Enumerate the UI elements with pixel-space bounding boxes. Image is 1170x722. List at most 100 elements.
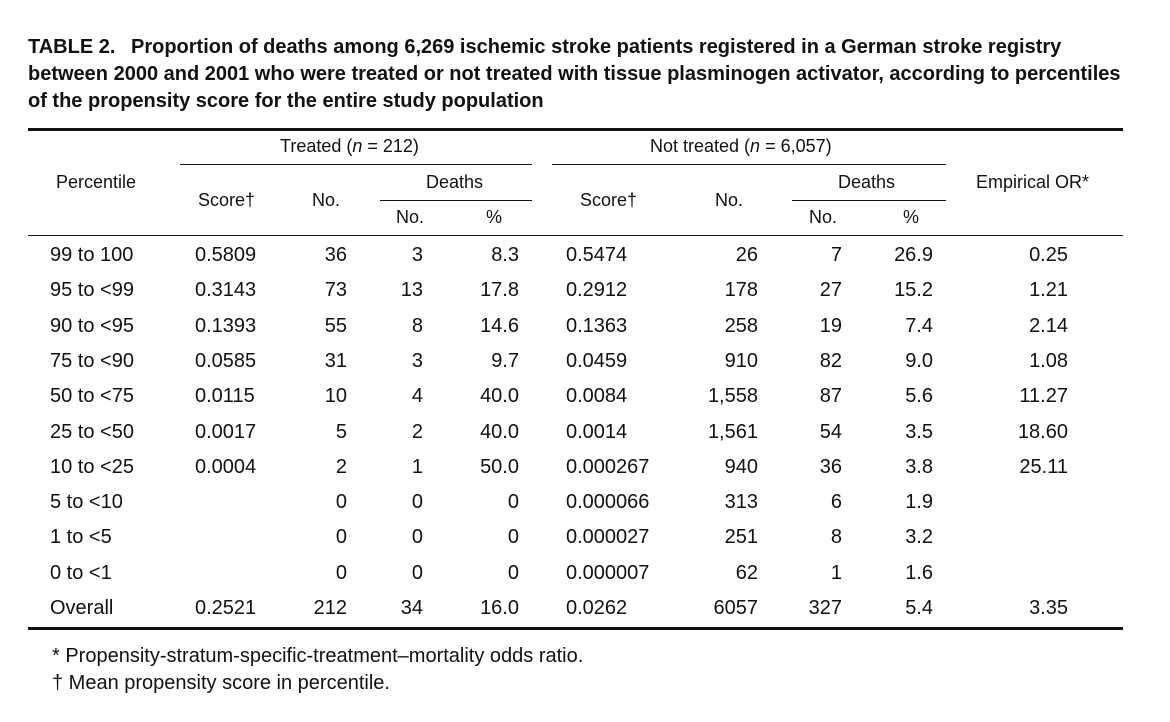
not-treated-deaths-no-cell: 6 bbox=[830, 491, 842, 514]
treated-deaths-pct-cell: 50.0 bbox=[480, 455, 519, 478]
treated-no-cell: 5 bbox=[335, 420, 347, 443]
treated-deaths-no-cell: 8 bbox=[411, 314, 423, 337]
not-treated-deaths-no-cell: 82 bbox=[819, 349, 842, 372]
treated-deaths-no-cell: 34 bbox=[400, 597, 423, 619]
treated-no-cell: 212 bbox=[313, 597, 347, 619]
treated-deaths-pct-cell: 40.0 bbox=[480, 420, 519, 443]
percentile-cell: 95 to <99 bbox=[50, 279, 134, 302]
not-treated-deaths-no-cell: 1 bbox=[830, 561, 842, 584]
table-label: TABLE 2. bbox=[28, 36, 116, 58]
empirical-or-cell: 0.25 bbox=[1029, 244, 1068, 266]
not-treated-deaths-pct-cell: 3.8 bbox=[905, 455, 933, 478]
not-treated-group-rule bbox=[552, 164, 946, 165]
header-treated-score: Score† bbox=[198, 190, 256, 210]
header-treated-deaths-pct: % bbox=[486, 207, 503, 227]
empirical-or-cell: 11.27 bbox=[1019, 385, 1068, 408]
treated-no-cell: 31 bbox=[324, 349, 347, 372]
not-treated-score-cell: 0.000007 bbox=[566, 561, 650, 584]
not-treated-deaths-no-cell: 54 bbox=[819, 420, 842, 443]
treated-score-cell: 0.0115 bbox=[195, 385, 255, 408]
header-not-treated: Not treated (n = 6,057) bbox=[650, 136, 832, 156]
treated-no-cell: 36 bbox=[324, 244, 347, 266]
treated-no-cell: 55 bbox=[324, 314, 347, 337]
treated-score-cell: 0.0004 bbox=[195, 455, 257, 478]
treated-score-cell: 0.1393 bbox=[195, 314, 257, 337]
treated-deaths-no-cell: 0 bbox=[411, 561, 423, 584]
not-treated-score-cell: 0.000027 bbox=[566, 526, 650, 549]
not-treated-no-cell: 26 bbox=[735, 244, 758, 266]
treated-score-cell: 0.3143 bbox=[195, 279, 257, 302]
not-treated-score-cell: 0.0084 bbox=[566, 385, 628, 408]
header-empirical-or: Empirical OR* bbox=[976, 172, 1090, 192]
percentile-cell: 75 to <90 bbox=[50, 349, 134, 372]
treated-deaths-no-cell: 3 bbox=[411, 244, 423, 266]
not-treated-deaths-pct-cell: 7.4 bbox=[905, 314, 933, 337]
treated-deaths-rule bbox=[380, 200, 532, 201]
not-treated-no-cell: 6057 bbox=[713, 597, 759, 619]
percentile-cell: 5 to <10 bbox=[50, 491, 123, 514]
not-treated-score-cell: 0.000267 bbox=[566, 455, 650, 478]
percentile-cell: 10 to <25 bbox=[50, 455, 134, 478]
not-treated-no-cell: 178 bbox=[724, 279, 758, 302]
empirical-or-cell: 25.11 bbox=[1019, 455, 1068, 478]
not-treated-deaths-pct-cell: 5.6 bbox=[905, 385, 933, 408]
treated-deaths-pct-cell: 0 bbox=[507, 561, 519, 584]
not-treated-no-cell: 313 bbox=[724, 491, 758, 514]
treated-deaths-pct-cell: 9.7 bbox=[491, 349, 519, 372]
percentile-cell: 99 to 100 bbox=[50, 244, 134, 266]
not-treated-deaths-pct-cell: 3.2 bbox=[905, 526, 933, 549]
not-treated-deaths-no-cell: 19 bbox=[819, 314, 842, 337]
header-treated-no: No. bbox=[312, 190, 341, 210]
not-treated-deaths-pct-cell: 3.5 bbox=[905, 420, 933, 443]
treated-deaths-pct-cell: 0 bbox=[507, 491, 519, 514]
treated-score-cell: 0.5809 bbox=[195, 244, 257, 266]
treated-deaths-no-cell: 2 bbox=[411, 420, 423, 443]
table-caption: TABLE 2. Proportion of deaths among 6,26… bbox=[28, 34, 1128, 115]
not-treated-deaths-rule bbox=[792, 200, 946, 201]
table-top-rule bbox=[28, 128, 1123, 131]
not-treated-no-cell: 910 bbox=[724, 349, 758, 372]
percentile-cell: Overall bbox=[50, 597, 114, 619]
not-treated-score-cell: 0.5474 bbox=[566, 244, 628, 266]
treated-deaths-no-cell: 13 bbox=[400, 279, 423, 302]
percentile-cell: 1 to <5 bbox=[50, 526, 112, 549]
not-treated-deaths-no-cell: 7 bbox=[830, 244, 842, 266]
not-treated-deaths-no-cell: 27 bbox=[819, 279, 842, 302]
header-not-treated-deaths: Deaths bbox=[838, 172, 896, 192]
treated-deaths-no-cell: 0 bbox=[411, 491, 423, 514]
not-treated-deaths-no-cell: 8 bbox=[830, 526, 842, 549]
not-treated-deaths-no-cell: 87 bbox=[819, 385, 842, 408]
empirical-or-cell: 3.35 bbox=[1029, 597, 1068, 619]
header-treated: Treated (n = 212) bbox=[280, 136, 419, 156]
treated-score-cell: 0.2521 bbox=[195, 597, 257, 619]
treated-no-cell: 2 bbox=[335, 455, 347, 478]
not-treated-deaths-pct-cell: 26.9 bbox=[894, 244, 933, 266]
header-not-treated-no: No. bbox=[715, 190, 744, 210]
not-treated-no-cell: 940 bbox=[724, 455, 758, 478]
header-percentile: Percentile bbox=[56, 172, 137, 192]
not-treated-score-cell: 0.0459 bbox=[566, 349, 628, 372]
header-not-treated-deaths-no: No. bbox=[809, 207, 838, 227]
treated-no-cell: 0 bbox=[335, 526, 347, 549]
not-treated-deaths-no-cell: 327 bbox=[808, 597, 842, 619]
treated-no-cell: 73 bbox=[324, 279, 347, 302]
not-treated-deaths-pct-cell: 9.0 bbox=[905, 349, 933, 372]
empirical-or-cell: 2.14 bbox=[1029, 314, 1068, 337]
table-bottom-rule bbox=[28, 627, 1123, 630]
not-treated-score-cell: 0.000066 bbox=[566, 491, 650, 514]
not-treated-score-cell: 0.0262 bbox=[566, 597, 628, 619]
not-treated-deaths-no-cell: 36 bbox=[819, 455, 842, 478]
header-treated-deaths-no: No. bbox=[396, 207, 425, 227]
empirical-or-cell: 1.21 bbox=[1029, 279, 1068, 302]
treated-deaths-pct-cell: 16.0 bbox=[480, 597, 519, 619]
not-treated-no-cell: 251 bbox=[724, 526, 758, 549]
not-treated-score-cell: 0.1363 bbox=[566, 314, 628, 337]
not-treated-score-cell: 0.0014 bbox=[566, 420, 628, 443]
not-treated-deaths-pct-cell: 1.6 bbox=[905, 561, 933, 584]
treated-group-rule bbox=[180, 164, 532, 165]
treated-no-cell: 10 bbox=[324, 385, 347, 408]
percentile-cell: 25 to <50 bbox=[50, 420, 134, 443]
percentile-cell: 50 to <75 bbox=[50, 385, 134, 408]
percentile-cell: 90 to <95 bbox=[50, 314, 134, 337]
treated-deaths-no-cell: 3 bbox=[411, 349, 423, 372]
